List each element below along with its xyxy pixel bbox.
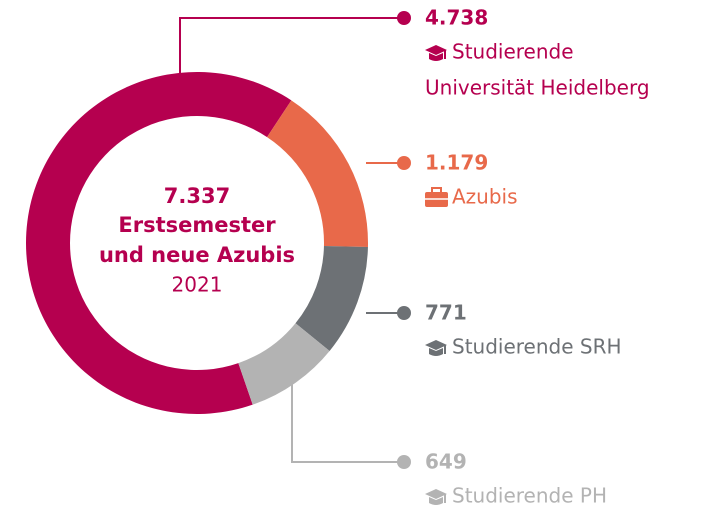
center-line: und neue Azubis bbox=[99, 243, 295, 267]
leader-line bbox=[291, 378, 403, 463]
cap-icon bbox=[425, 489, 447, 505]
cap-icon-top bbox=[425, 45, 447, 55]
leader-line bbox=[179, 17, 403, 74]
cap-icon bbox=[425, 45, 447, 61]
leader-dot bbox=[397, 156, 411, 170]
donut-segment bbox=[295, 245, 368, 351]
value-label: 1.179 bbox=[425, 151, 488, 175]
leader-dot bbox=[397, 455, 411, 469]
cap-icon-tassel bbox=[444, 494, 446, 503]
center-year: 2021 bbox=[172, 273, 223, 297]
donut-segment bbox=[267, 100, 368, 247]
leader-dot bbox=[397, 11, 411, 25]
cap-icon-base bbox=[429, 497, 443, 505]
cap-icon-tassel bbox=[444, 50, 446, 59]
value-label: 771 bbox=[425, 301, 467, 325]
donut-segment bbox=[25, 71, 292, 415]
cap-icon-top bbox=[425, 489, 447, 499]
legend-label: Studierende bbox=[452, 40, 574, 64]
value-label: 4.738 bbox=[425, 6, 488, 30]
legend-label: Studierende PH bbox=[452, 484, 607, 508]
cap-icon-tassel bbox=[444, 345, 446, 354]
legend-label: Universität Heidelberg bbox=[425, 76, 650, 100]
center-total: 7.337 bbox=[164, 184, 230, 208]
briefcase-icon bbox=[425, 187, 448, 207]
legend-label: Studierende SRH bbox=[452, 335, 622, 359]
leader-dot bbox=[397, 306, 411, 320]
cap-icon-top bbox=[425, 340, 447, 350]
cap-icon bbox=[425, 340, 447, 356]
donut-segment bbox=[238, 323, 330, 405]
center-label: 7.337 Erstsemester und neue Azubis 2021 bbox=[99, 184, 295, 297]
cap-icon-base bbox=[429, 53, 443, 61]
legend-label: Azubis bbox=[452, 185, 518, 209]
value-label: 649 bbox=[425, 450, 467, 474]
cap-icon-base bbox=[429, 348, 443, 356]
center-line: Erstsemester bbox=[118, 213, 276, 237]
